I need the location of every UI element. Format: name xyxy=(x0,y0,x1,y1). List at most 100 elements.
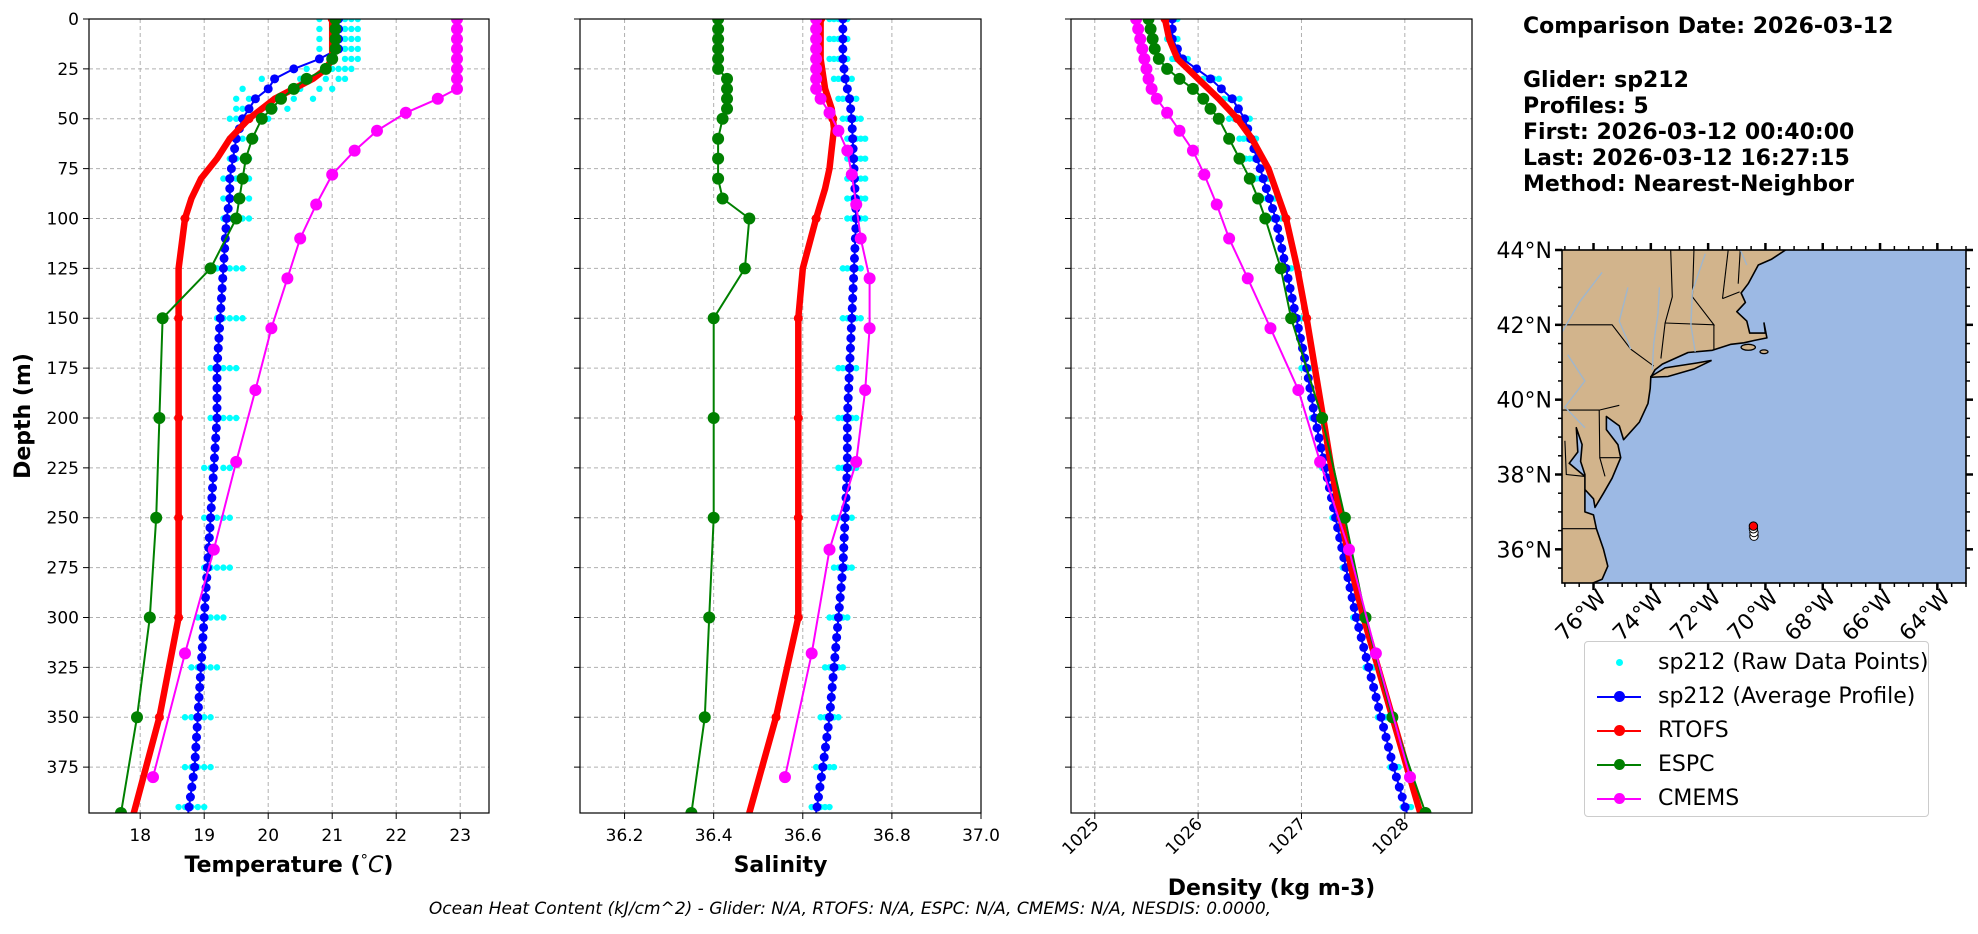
temperature-axes-frame xyxy=(88,18,490,814)
glider-profile-point xyxy=(825,712,835,722)
espc-profile-point xyxy=(743,212,756,225)
glider-profile-point xyxy=(818,762,828,772)
state-border xyxy=(1562,324,1655,367)
raw-data-point xyxy=(201,763,208,771)
glider-profile-point xyxy=(847,303,857,313)
map-lon-label: 72°W xyxy=(1666,585,1727,646)
raw-data-point xyxy=(213,614,221,621)
y-tick-label: 175 xyxy=(47,359,79,379)
cmems-profile-point xyxy=(805,647,818,660)
glider-profile-point xyxy=(244,104,254,114)
cmems-profile-point xyxy=(294,232,307,245)
glider-profile-point xyxy=(845,363,855,373)
espc-profile-point xyxy=(1285,312,1298,325)
raw-data-point xyxy=(835,414,842,422)
glider-profile-point xyxy=(829,662,839,672)
comparison-date-text: Comparison Date: 2026-03-12 xyxy=(1523,14,1894,39)
raw-data-point xyxy=(245,195,253,202)
x-tick-label: 22 xyxy=(385,826,407,846)
cmems-profile-point xyxy=(1186,144,1199,157)
cmems-profile-point xyxy=(863,322,876,335)
map-lon-label: 68°W xyxy=(1780,585,1841,646)
raw-data-point xyxy=(226,265,233,272)
glider-profile-point xyxy=(1227,94,1237,104)
glider-profile-point xyxy=(842,463,852,473)
glider-profile-point xyxy=(843,403,853,413)
glider-profile-point xyxy=(838,54,848,64)
raw-data-point xyxy=(861,175,869,182)
glider-profile-point xyxy=(226,164,236,174)
glider-profile-point xyxy=(1314,433,1324,443)
rtofs-profile-point xyxy=(793,612,803,622)
cmems-profile-point xyxy=(451,32,463,45)
espc-profile-point xyxy=(712,52,725,65)
glider-profile-point xyxy=(210,443,220,453)
raw-data-point xyxy=(835,95,842,102)
glider-profile-point xyxy=(1271,213,1281,223)
cmems-profile-point xyxy=(810,72,823,85)
raw-data-point xyxy=(201,803,208,811)
raw-data-point xyxy=(830,514,838,521)
x-tick-label: 18 xyxy=(129,826,151,846)
legend-label-espc: ESPC xyxy=(1658,752,1715,777)
density-panel: 1025 1026 1027 1028 Density (kg m-3) xyxy=(1059,18,1473,901)
raw-data-point xyxy=(341,65,349,73)
raw-data-point xyxy=(181,714,189,721)
glider-profile-point xyxy=(1361,652,1371,662)
y-tick-label: 350 xyxy=(47,708,79,728)
rtofs-profile-line xyxy=(746,19,838,813)
glider-profile-point xyxy=(834,603,844,613)
cmems-profile-point xyxy=(451,22,463,35)
raw-data-point xyxy=(226,514,233,521)
glider-profile-point xyxy=(825,702,835,712)
raw-data-point xyxy=(233,315,240,322)
cmems-profile-point xyxy=(451,42,463,55)
density-series xyxy=(1130,19,1432,813)
glider-profile-point xyxy=(1397,792,1407,802)
raw-data-point xyxy=(348,65,355,73)
raw-data-point xyxy=(245,215,253,222)
espc-profile-point xyxy=(265,102,278,115)
island xyxy=(1759,349,1769,355)
legend-item-cmems: CMEMS xyxy=(1585,782,1928,816)
cmems-profile-point xyxy=(207,543,220,556)
glider-profile-point xyxy=(838,19,848,24)
glider-profile-point xyxy=(222,213,232,223)
glider-profile-point xyxy=(211,423,221,433)
x-tick-label: 1025 xyxy=(1059,814,1104,859)
glider-profile-point xyxy=(838,24,848,34)
espc-profile-point xyxy=(1197,92,1210,105)
raw-data-point xyxy=(207,614,214,621)
espc-profile-point xyxy=(1252,192,1265,205)
state-border xyxy=(1564,440,1585,477)
state-border xyxy=(1722,291,1740,300)
y-tick-label: 0 xyxy=(68,10,79,30)
glider-profile-point xyxy=(1312,423,1322,433)
glider-profile-point xyxy=(223,204,233,214)
legend-item-rtofs: RTOFS xyxy=(1585,714,1928,748)
rtofs-profile-point xyxy=(180,213,190,223)
glider-profile-point xyxy=(822,732,832,742)
raw-data-point xyxy=(1215,75,1222,83)
cmems-profile-point xyxy=(832,124,845,137)
raw-data-point xyxy=(341,45,349,53)
raw-data-point xyxy=(830,35,838,43)
glider-profile-point xyxy=(1354,622,1364,632)
glider-profile-point xyxy=(1268,204,1278,214)
cmems-profile-point xyxy=(451,82,463,95)
cmems-profile-point xyxy=(1145,82,1158,95)
glider-profile-point xyxy=(821,742,831,752)
glider-profile-point xyxy=(216,293,226,303)
raw-data-point xyxy=(226,464,233,472)
legend-item-raw: sp212 (Raw Data Points) xyxy=(1585,646,1928,680)
raw-data-point xyxy=(354,25,361,33)
espc-profile-point xyxy=(685,807,698,813)
glider-profile-point xyxy=(193,712,203,722)
glider-profile-point xyxy=(848,293,858,303)
glider-profile-point xyxy=(205,523,215,533)
raw-data-point xyxy=(830,75,838,83)
espc-profile-point xyxy=(1152,52,1165,65)
raw-data-point xyxy=(839,664,847,671)
raw-data-point xyxy=(857,155,864,162)
map-lat-label: 38°N xyxy=(1497,463,1552,488)
